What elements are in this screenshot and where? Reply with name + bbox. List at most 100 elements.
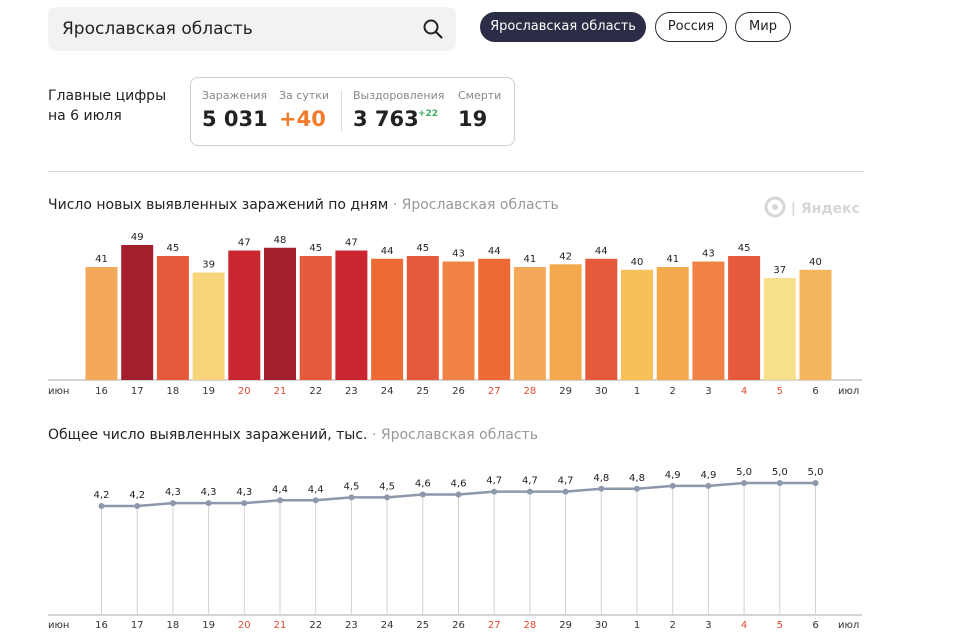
data-point-label: 4,6 [451,479,467,490]
main-figures-label: Главные цифры на 6 июля [48,86,166,126]
bar [192,272,225,380]
bar-value-label: 41 [666,254,679,265]
x-tick-label: 23 [345,620,358,631]
bar [656,267,689,380]
bar-value-label: 45 [738,243,751,254]
data-point-label: 4,9 [700,470,716,481]
bar-value-label: 40 [631,257,644,268]
tab-russia[interactable]: Россия [655,12,727,42]
data-point [741,480,748,486]
data-point-label: 5,0 [736,467,752,478]
data-point [812,480,819,486]
bar [585,258,618,380]
bar-value-label: 40 [809,257,822,268]
x-tick-label: 4 [741,620,747,631]
main-figures-date: на 6 июля [48,108,122,124]
recoveries-value: 3 763 [353,107,419,131]
tab-yaroslavl-region[interactable]: Ярославская область [480,12,646,42]
x-tick-label: 27 [488,386,501,397]
data-point-label: 5,0 [772,467,788,478]
data-point [669,482,676,489]
x-tick-label: 16 [95,386,108,397]
x-tick-label: 21 [274,620,287,631]
data-point-label: 4,3 [236,487,252,498]
daily-chart-region: Ярославская область [401,197,559,213]
data-point-label: 4,5 [379,481,395,492]
x-tick-label: 4 [741,386,747,397]
tab-world[interactable]: Мир [735,12,791,42]
data-point-label: 4,4 [272,484,288,495]
bar [692,261,725,380]
bar [156,256,189,380]
bar [799,269,832,380]
x-tick-label: 3 [705,386,711,397]
x-tick-label: 24 [381,386,394,397]
x-tick-label: 1 [634,620,640,631]
x-tick-label: 24 [381,620,394,631]
data-point-label: 4,9 [665,470,681,481]
x-tick-label: 19 [202,620,215,631]
deaths-label: Смерти [458,89,502,102]
x-tick-label: 22 [309,386,322,397]
bar [335,250,368,380]
x-tick-label: 26 [452,620,465,631]
data-point [562,488,569,495]
data-point [169,500,176,507]
search-icon[interactable] [422,18,444,40]
data-point-label: 4,5 [343,481,359,492]
data-point [241,500,248,507]
x-tick-label: 2 [670,386,676,397]
bar-value-label: 45 [416,243,429,254]
x-tick-label: 20 [238,620,251,631]
bar-value-label: 47 [345,238,358,249]
month-start-label: июн [48,386,69,397]
data-point [312,497,319,504]
data-point [205,500,212,507]
bar-value-label: 41 [95,254,108,265]
main-figures-title: Главные цифры [48,88,167,104]
data-point [634,485,640,492]
bar [763,278,796,380]
x-tick-label: 5 [777,620,783,631]
yandex-watermark: | Яндекс [764,196,860,218]
data-point [419,491,426,498]
bar [121,245,154,380]
watermark-text: Яндекс [800,201,860,217]
x-tick-label: 22 [309,620,322,631]
x-tick-label: 16 [95,620,108,631]
bar-value-label: 43 [452,249,465,260]
x-tick-label: 3 [705,620,711,631]
bar [442,261,475,380]
data-point-label: 4,2 [129,490,145,501]
total-chart-title-text: Общее число выявленных заражений, тыс. [48,427,368,443]
recoveries-label: Выздоровления [353,89,445,102]
x-tick-label: 17 [131,620,144,631]
search-field[interactable]: Ярославская область [48,7,456,51]
x-tick-label: 6 [812,386,818,397]
data-point-label: 4,7 [486,476,502,487]
data-point [705,482,712,489]
bar-value-label: 41 [524,254,537,265]
yandex-logo-icon [764,196,786,218]
x-tick-label: 29 [559,620,572,631]
bar [371,258,404,380]
x-tick-label: 26 [452,386,465,397]
x-tick-label: 1 [634,386,640,397]
x-tick-label: 30 [595,620,608,631]
data-point-label: 4,8 [593,473,609,484]
bar [513,267,546,380]
data-point-label: 5,0 [808,467,824,478]
daily-chart-title-text: Число новых выявленных заражений по дням [48,197,389,213]
bar-value-label: 39 [202,260,215,271]
search-input[interactable]: Ярославская область [62,19,253,39]
bar-value-label: 47 [238,238,251,249]
data-point [134,503,141,509]
data-point-label: 4,7 [558,476,574,487]
bar-value-label: 45 [309,243,322,254]
month-start-label: июн [48,620,69,631]
data-point [776,480,783,486]
x-tick-label: 30 [595,386,608,397]
bar-value-label: 43 [702,249,715,260]
total-cases-line-chart: 4,2164,2174,3184,3194,3204,4214,4224,523… [48,467,862,631]
x-tick-label: 25 [416,620,429,631]
